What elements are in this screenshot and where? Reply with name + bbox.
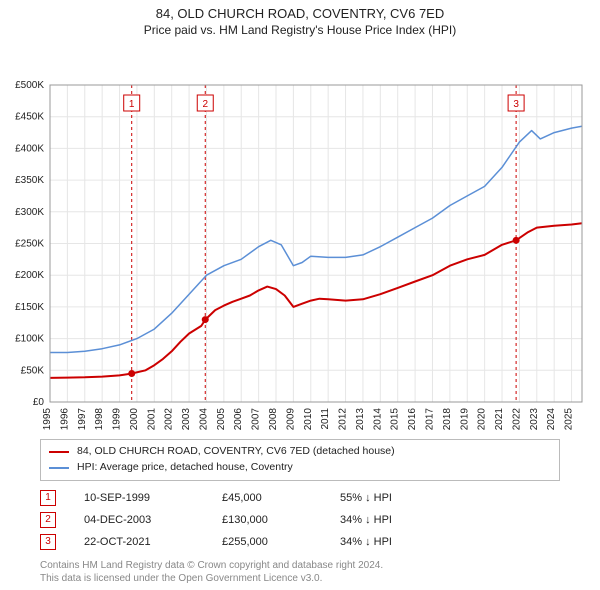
svg-text:2000: 2000: [129, 408, 140, 431]
legend-item: 84, OLD CHURCH ROAD, COVENTRY, CV6 7ED (…: [49, 444, 551, 460]
svg-text:£200K: £200K: [15, 270, 44, 281]
svg-text:2013: 2013: [355, 408, 366, 431]
svg-text:2014: 2014: [372, 408, 383, 431]
svg-text:1995: 1995: [42, 408, 53, 431]
legend: 84, OLD CHURCH ROAD, COVENTRY, CV6 7ED (…: [40, 439, 560, 481]
svg-text:2017: 2017: [424, 408, 435, 431]
legend-swatch: [49, 467, 69, 469]
svg-text:2021: 2021: [494, 408, 505, 431]
chart-area: £0 £50K £100K £150K £200K £250K £300K £350K £400…: [0, 37, 600, 435]
sale-row: 1 10-SEP-1999 £45,000 55% ↓ HPI: [40, 487, 560, 509]
svg-text:2015: 2015: [390, 408, 401, 431]
legend-swatch: [49, 451, 69, 453]
sale-diff: 34% ↓ HPI: [340, 514, 440, 526]
svg-text:1998: 1998: [94, 408, 105, 431]
svg-text:£100K: £100K: [15, 334, 44, 345]
svg-text:£450K: £450K: [15, 112, 44, 123]
footnote-line: Contains HM Land Registry data © Crown c…: [40, 559, 560, 573]
svg-text:£350K: £350K: [15, 175, 44, 186]
sale-price: £130,000: [222, 514, 312, 526]
svg-text:£300K: £300K: [15, 207, 44, 218]
svg-text:£500K: £500K: [15, 80, 44, 91]
svg-text:2016: 2016: [407, 408, 418, 431]
svg-text:£0: £0: [33, 397, 45, 408]
sale-row: 3 22-OCT-2021 £255,000 34% ↓ HPI: [40, 531, 560, 553]
svg-text:2024: 2024: [546, 408, 557, 431]
page-subtitle: Price paid vs. HM Land Registry's House …: [0, 23, 600, 37]
svg-text:£250K: £250K: [15, 239, 44, 250]
svg-text:2018: 2018: [442, 408, 453, 431]
svg-text:£150K: £150K: [15, 302, 44, 313]
svg-text:2010: 2010: [303, 408, 314, 431]
svg-text:2020: 2020: [477, 408, 488, 431]
svg-text:2003: 2003: [181, 408, 192, 431]
svg-text:£400K: £400K: [15, 143, 44, 154]
sale-badge: 1: [40, 490, 56, 506]
legend-label: HPI: Average price, detached house, Cove…: [77, 460, 293, 476]
svg-text:2004: 2004: [198, 408, 209, 431]
svg-text:2009: 2009: [285, 408, 296, 431]
svg-text:1996: 1996: [59, 408, 70, 431]
svg-text:2022: 2022: [511, 408, 522, 431]
svg-text:2007: 2007: [251, 408, 262, 431]
svg-text:1: 1: [129, 99, 135, 110]
footnote: Contains HM Land Registry data © Crown c…: [40, 559, 560, 586]
page-title: 84, OLD CHURCH ROAD, COVENTRY, CV6 7ED: [0, 6, 600, 21]
svg-text:2008: 2008: [268, 408, 279, 431]
svg-text:2019: 2019: [459, 408, 470, 431]
svg-text:£50K: £50K: [21, 365, 45, 376]
svg-text:2006: 2006: [233, 408, 244, 431]
footnote-line: This data is licensed under the Open Gov…: [40, 572, 560, 586]
sale-price: £45,000: [222, 492, 312, 504]
sale-date: 10-SEP-1999: [84, 492, 194, 504]
svg-text:2011: 2011: [320, 408, 331, 430]
svg-text:2012: 2012: [338, 408, 349, 431]
sale-badge: 2: [40, 512, 56, 528]
svg-text:3: 3: [513, 99, 519, 110]
sale-row: 2 04-DEC-2003 £130,000 34% ↓ HPI: [40, 509, 560, 531]
sales-table: 1 10-SEP-1999 £45,000 55% ↓ HPI 2 04-DEC-2003…: [40, 487, 560, 553]
svg-text:2005: 2005: [216, 408, 227, 431]
svg-text:2002: 2002: [164, 408, 175, 431]
svg-text:1999: 1999: [112, 408, 123, 431]
sale-diff: 55% ↓ HPI: [340, 492, 440, 504]
legend-item: HPI: Average price, detached house, Cove…: [49, 460, 551, 476]
sale-price: £255,000: [222, 536, 312, 548]
svg-text:1997: 1997: [77, 408, 88, 431]
sale-badge: 3: [40, 534, 56, 550]
price-chart: £0 £50K £100K £150K £200K £250K £300K £350K £400…: [0, 37, 600, 435]
sale-date: 04-DEC-2003: [84, 514, 194, 526]
svg-text:2025: 2025: [564, 408, 575, 431]
svg-text:2: 2: [202, 99, 208, 110]
sale-diff: 34% ↓ HPI: [340, 536, 440, 548]
sale-date: 22-OCT-2021: [84, 536, 194, 548]
legend-label: 84, OLD CHURCH ROAD, COVENTRY, CV6 7ED (…: [77, 444, 395, 460]
svg-text:2023: 2023: [529, 408, 540, 431]
svg-text:2001: 2001: [146, 408, 157, 431]
